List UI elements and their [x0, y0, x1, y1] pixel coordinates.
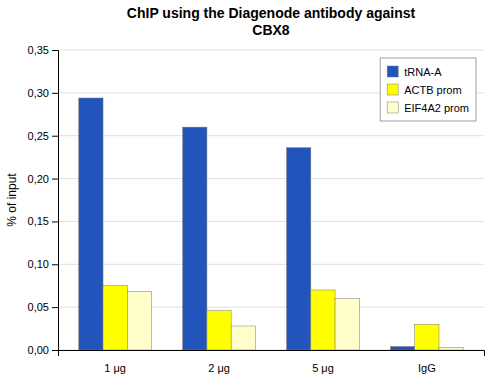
- grid: [58, 50, 484, 350]
- y-tick-label: 0,30: [28, 87, 49, 99]
- y-axis-line: [52, 51, 59, 351]
- y-tick-mark: [52, 136, 58, 137]
- x-tick: IgG: [418, 362, 436, 374]
- legend-label: EIF4A2 prom: [404, 102, 469, 114]
- y-tick-label: 0,10: [28, 258, 49, 270]
- x-tick-label: IgG: [418, 362, 436, 374]
- legend-swatch: [387, 102, 398, 113]
- y-tick-label: 0,20: [28, 173, 49, 185]
- chart: ChIP using the Diagenode antibody agains…: [0, 0, 500, 382]
- x-tick: 2 μg: [208, 362, 230, 374]
- bar: [183, 127, 207, 350]
- legend-item: EIF4A2 prom: [387, 102, 469, 114]
- grid-line: [58, 135, 484, 136]
- y-tick-mark: [52, 179, 58, 180]
- bar: [439, 347, 463, 350]
- legend-label: ACTB prom: [404, 84, 461, 96]
- y-tick: 0,00: [28, 344, 58, 356]
- y-tick-mark: [52, 50, 58, 51]
- y-tick-label: 0,35: [28, 44, 49, 56]
- series: [103, 286, 439, 350]
- legend: tRNA-A ACTB prom EIF4A2 prom: [380, 58, 476, 121]
- bars: [79, 98, 463, 350]
- y-tick-label: 0,05: [28, 301, 49, 313]
- bar: [127, 292, 151, 350]
- plot: 0,00 0,05 0,10 0,15 0,20 0,25 0,30 0,35 1 μg 2 μg…: [28, 44, 485, 374]
- x-axis-line: [59, 351, 485, 357]
- bar: [335, 299, 359, 350]
- bar: [415, 324, 439, 350]
- series: [127, 292, 463, 350]
- y-tick-mark: [52, 221, 58, 222]
- x-tick: 1 μg: [104, 362, 126, 374]
- y-tick: 0,35: [28, 44, 58, 56]
- x-tick-label: 2 μg: [208, 362, 230, 374]
- legend-frame: [380, 58, 476, 121]
- legend-item: ACTB prom: [387, 84, 461, 96]
- y-tick-mark: [52, 93, 58, 94]
- y-axis-title: % of input: [5, 173, 19, 227]
- y-tick: 0,25: [28, 130, 58, 142]
- y-tick-label: 0,00: [28, 344, 49, 356]
- y-axis: 0,00 0,05 0,10 0,15 0,20 0,25 0,30 0,35: [28, 44, 59, 356]
- grid-line: [58, 50, 484, 51]
- grid-line: [58, 178, 484, 179]
- bar: [287, 148, 311, 350]
- legend-swatch: [387, 66, 398, 77]
- title: ChIP using the Diagenode antibody agains…: [127, 5, 416, 38]
- y-tick: 0,20: [28, 173, 58, 185]
- bar: [231, 326, 255, 350]
- bar: [103, 286, 127, 350]
- y-tick-mark: [52, 350, 58, 351]
- y-tick: 0,15: [28, 215, 58, 227]
- y-tick-label: 0,25: [28, 130, 49, 142]
- legend-item: tRNA-A: [387, 66, 442, 78]
- legend-swatch: [387, 84, 398, 95]
- y-tick-mark: [52, 307, 58, 308]
- y-tick: 0,30: [28, 87, 58, 99]
- bar: [79, 98, 103, 350]
- legend-label: tRNA-A: [404, 66, 442, 78]
- y-tick: 0,05: [28, 301, 58, 313]
- y-tick-label: 0,15: [28, 215, 49, 227]
- x-tick-label: 1 μg: [104, 362, 126, 374]
- y-tick: 0,10: [28, 258, 58, 270]
- grid-line: [58, 221, 484, 222]
- bar: [207, 311, 231, 350]
- bar: [390, 347, 414, 350]
- series: [79, 98, 415, 350]
- bar: [311, 290, 335, 350]
- x-axis: 1 μg 2 μg 5 μg IgG: [59, 351, 485, 375]
- x-tick-label: 5 μg: [312, 362, 334, 374]
- y-tick-mark: [52, 264, 58, 265]
- x-tick: 5 μg: [312, 362, 334, 374]
- grid-line: [58, 264, 484, 265]
